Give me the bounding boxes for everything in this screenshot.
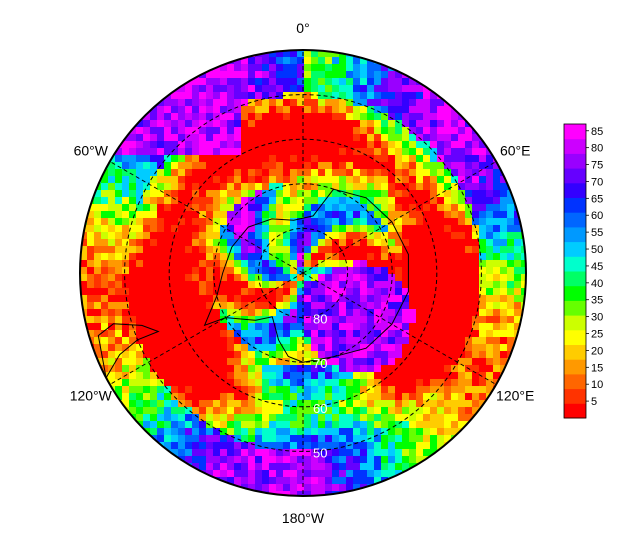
latitude-label: 60	[313, 401, 327, 416]
longitude-label: 120°W	[70, 388, 113, 404]
longitude-labels: 0° 60°E 120°E 180°W 120°W 60°W	[70, 20, 535, 526]
colorbar-tick-label: 20	[591, 345, 603, 357]
colorbar-tick-label: 85	[591, 126, 603, 138]
colorbar-tick-label: 70	[591, 176, 603, 188]
colorbar: 85 80 75 70 65 60 55 50 45 40 35 30 25 20 15 10 5	[563, 123, 603, 419]
colorbar-tick-label: 60	[591, 210, 603, 222]
coastline	[97, 188, 409, 380]
longitude-label: 120°E	[496, 388, 534, 404]
colorbar-tick-label: 10	[591, 379, 603, 391]
longitude-label: 180°W	[282, 510, 325, 526]
colorbar-tick-label: 75	[591, 160, 603, 172]
colorbar-tick-label: 55	[591, 227, 603, 239]
longitude-label: 0°	[296, 20, 309, 36]
latitude-label: 80	[313, 312, 327, 327]
colorbar-tick-label: 65	[591, 193, 603, 205]
latitude-label: 70	[313, 356, 327, 371]
colorbar-tick-label: 80	[591, 143, 603, 155]
colorbar-tick-label: 30	[591, 312, 603, 324]
graticule	[109, 50, 497, 496]
colorbar-tick-label: 35	[591, 295, 603, 307]
latitude-labels: 80 70 60 50	[313, 312, 327, 461]
colorbar-tick-label: 25	[591, 329, 603, 341]
colorbar-tick-label: 5	[591, 396, 597, 408]
longitude-label: 60°W	[74, 143, 109, 159]
colorbar-tick-label: 50	[591, 244, 603, 256]
colorbar-tick-label: 45	[591, 261, 603, 273]
colorbar-tick-label: 15	[591, 362, 603, 374]
map-boundary	[79, 49, 527, 497]
latitude-label: 50	[313, 445, 327, 460]
longitude-label: 60°E	[500, 143, 531, 159]
colorbar-tick-label: 40	[591, 278, 603, 290]
